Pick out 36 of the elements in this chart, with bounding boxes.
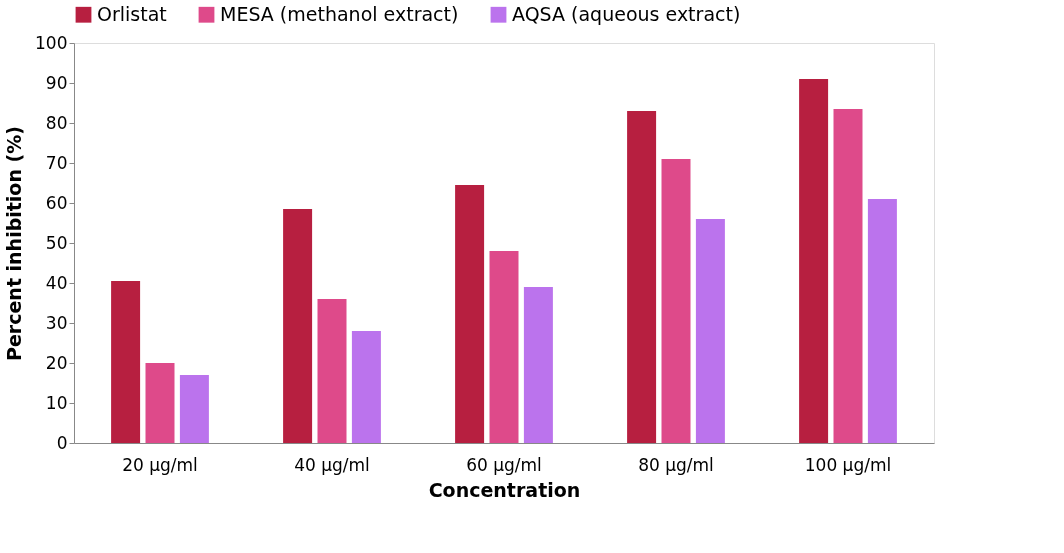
y-tick-label: 100 <box>35 32 68 53</box>
x-axis-title: Concentration <box>428 478 581 501</box>
bar <box>111 281 141 443</box>
y-tick-label: 60 <box>45 192 68 213</box>
bar <box>317 299 347 443</box>
bar <box>627 111 657 443</box>
legend-label: AQSA (aqueous extract) <box>512 2 741 25</box>
y-tick-label: 70 <box>45 152 68 173</box>
bar <box>489 251 519 443</box>
y-tick-label: 0 <box>56 432 68 453</box>
y-tick-label: 20 <box>45 352 68 373</box>
bar <box>179 375 209 443</box>
bar <box>351 331 381 443</box>
y-tick-label: 50 <box>45 232 68 253</box>
legend-label: MESA (methanol extract) <box>220 2 459 25</box>
bar <box>799 79 829 443</box>
bar <box>523 287 553 443</box>
x-tick-label: 20 µg/ml <box>122 454 198 475</box>
bar <box>833 109 863 443</box>
y-axis-title: Percent inhibition (%) <box>3 126 26 361</box>
bar <box>145 363 175 443</box>
y-tick-label: 10 <box>45 392 68 413</box>
x-tick-label: 80 µg/ml <box>638 454 714 475</box>
bar <box>283 209 313 443</box>
y-tick-label: 40 <box>45 272 68 293</box>
bar <box>867 199 897 443</box>
bar <box>455 185 485 443</box>
legend-label: Orlistat <box>97 2 167 25</box>
bar <box>695 219 725 443</box>
y-tick-label: 80 <box>45 112 68 133</box>
x-tick-label: 60 µg/ml <box>466 454 542 475</box>
y-tick-label: 30 <box>45 312 68 333</box>
bar <box>661 159 691 443</box>
x-tick-label: 100 µg/ml <box>804 454 892 475</box>
x-tick-label: 40 µg/ml <box>294 454 370 475</box>
y-tick-label: 90 <box>45 72 68 93</box>
